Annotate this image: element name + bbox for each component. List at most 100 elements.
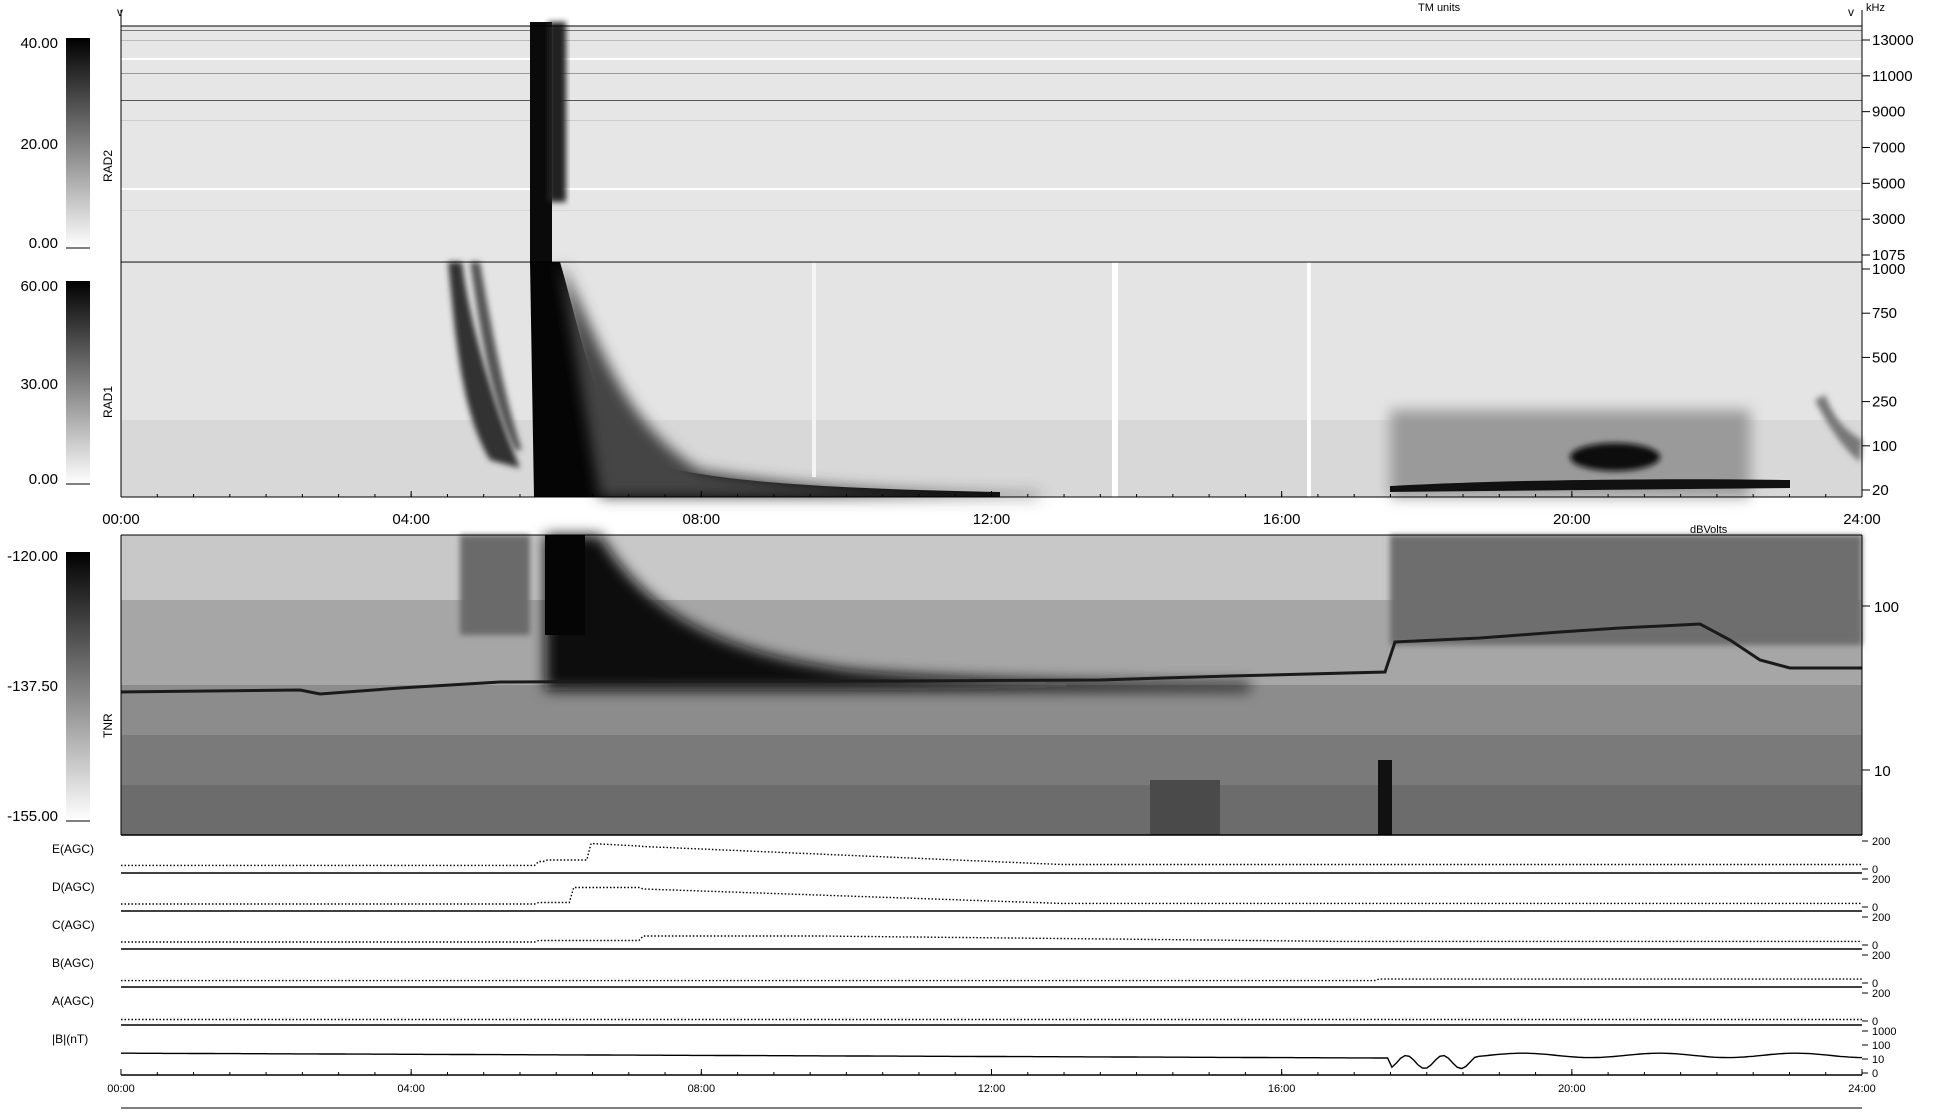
tnr-y-ticks: 100 10 (1862, 599, 1899, 780)
rad1-x-tick-label-4: 16:00 (1263, 511, 1301, 528)
tnr-main-burst (545, 535, 1250, 690)
rad2-burst-tail (548, 22, 566, 202)
strip-3-series (121, 978, 1862, 982)
rad2-panel: RAD2 13000 11000 9000 7000 5000 3000 1075 40.0… (20, 10, 1914, 264)
left-v-label: v (117, 5, 123, 19)
rad1-tick-label-3: 250 (1872, 394, 1897, 411)
rad1-cbar-max: 60.00 (20, 278, 58, 295)
rad1-tick-label-5: 20 (1872, 482, 1889, 499)
rad1-x-tick-label-5: 20:00 (1553, 511, 1591, 528)
rad2-tick-label-0: 13000 (1872, 32, 1914, 49)
strip-1-label: D(AGC) (52, 880, 95, 894)
rad1-type3-bursts (448, 262, 1040, 497)
strip-5-label: |B|(nT) (52, 1032, 88, 1046)
tm-units-label: TM units (1418, 2, 1461, 14)
strip-4-tick-0: 200 (1872, 988, 1890, 1000)
strip-x-tick-label-6: 24:00 (1848, 1083, 1876, 1095)
strip-5-tick-1: 100 (1872, 1040, 1890, 1052)
tnr-cbar-min: -155.00 (7, 808, 58, 825)
strip-0-tick-1: 0 (1872, 864, 1878, 876)
rad2-tick-label-6: 1075 (1872, 247, 1905, 264)
rad1-tick-label-4: 100 (1872, 438, 1897, 455)
tnr-tick-label-0: 100 (1874, 599, 1899, 616)
rad1-tick-label-0: 1000 (1872, 261, 1905, 278)
strip-x-tick-label-0: 00:00 (107, 1083, 135, 1095)
rad1-cbar-min: 0.00 (29, 471, 58, 488)
strip-2-label: C(AGC) (52, 918, 95, 932)
strip-0-tick-0: 200 (1872, 836, 1890, 848)
rad1-x-ticks: 00:00 04:00 08:00 12:00 16:00 20:00 24:00 (102, 491, 1881, 528)
rad1-late-activity (1390, 395, 1862, 497)
rad2-horizontal-striations (121, 30, 1862, 211)
rad2-cbar-max: 40.00 (20, 35, 58, 52)
rad1-x-tick-label-3: 12:00 (973, 511, 1011, 528)
rad1-precursor-burst (448, 262, 520, 468)
tnr-cbar-mid: -137.50 (7, 678, 58, 695)
rad1-main-burst (530, 262, 1000, 497)
rad1-y-ticks: 1000 750 500 250 100 20 (1862, 261, 1905, 499)
rad1-right-edge-burst (1815, 395, 1862, 462)
rad1-colorbar (66, 281, 90, 484)
rad2-cbar-mid: 20.00 (20, 136, 58, 153)
rad2-stripe-6 (121, 188, 1862, 190)
rad2-burst-core (530, 22, 552, 262)
strip-1-tick-0: 200 (1872, 874, 1890, 886)
rad2-stripe-4 (121, 100, 1862, 101)
rad2-stripe-3 (121, 73, 1862, 74)
rad2-stripe-1 (121, 40, 1862, 41)
strip-5-series (121, 1052, 1863, 1070)
rad2-tick-label-4: 5000 (1872, 175, 1905, 192)
rad1-tick-label-2: 500 (1872, 349, 1897, 366)
rad2-background (121, 26, 1862, 261)
rad2-y-ticks: 13000 11000 9000 7000 5000 3000 1075 (1862, 32, 1914, 264)
rad1-cbar-mid: 30.00 (20, 376, 58, 393)
strip-x-ticks: 00:00 04:00 08:00 12:00 16:00 20:00 24:00 (107, 1069, 1876, 1095)
tnr-lower-band-2 (121, 785, 1862, 835)
tnr-dark-patch (1150, 780, 1220, 835)
strip-3-label: B(AGC) (52, 956, 94, 970)
tnr-cbar-max: -120.00 (7, 548, 58, 565)
tnr-plasma-line (120, 622, 1862, 696)
rad1-precursor-burst-2 (470, 262, 522, 450)
strip-1-tick-1: 0 (1872, 902, 1878, 914)
rad2-tick-label-3: 7000 (1872, 140, 1905, 157)
strip-x-tick-label-3: 12:00 (978, 1083, 1006, 1095)
tnr-tick-label-1: 10 (1874, 763, 1891, 780)
rad2-stripe-0 (121, 30, 1862, 31)
rad1-x-tick-label-2: 08:00 (683, 511, 721, 528)
rad2-ylabel: RAD2 (101, 150, 115, 182)
tnr-panel: TNR 100 10 -120.00 -137.50 -155.00 (7, 534, 1899, 835)
rad1-panel: RAD1 1000 750 500 250 100 20 00:00 04:00 08:00 1… (20, 261, 1905, 528)
strip-x-tick-label-4: 16:00 (1268, 1083, 1296, 1095)
rad2-stripe-2 (121, 58, 1862, 60)
rad1-x-tick-label-0: 00:00 (102, 511, 140, 528)
rad1-data-gap-2 (1112, 262, 1118, 497)
strip-5-tick-2: 10 (1872, 1054, 1884, 1066)
tnr-early-block (460, 535, 530, 635)
rad1-main-burst-halo (560, 262, 1040, 497)
strip-x-tick-label-5: 20:00 (1558, 1083, 1586, 1095)
rad2-stripe-7 (121, 210, 1862, 211)
tnr-burst-core (545, 535, 585, 635)
strip-5-tick-0: 1000 (1872, 1026, 1896, 1038)
strip-2-tick-1: 0 (1872, 940, 1878, 952)
right-v-label: v (1848, 5, 1854, 19)
rad2-colorbar (66, 38, 90, 248)
strip-2-tick-0: 200 (1872, 912, 1890, 924)
rad2-tick-label-2: 9000 (1872, 104, 1905, 121)
strip-4-label: A(AGC) (52, 994, 94, 1008)
tnr-late-dark-column (1378, 760, 1392, 835)
strip-1-series (121, 886, 1862, 905)
strip-x-tick-label-2: 08:00 (688, 1083, 716, 1095)
tnr-colorbar (66, 552, 90, 821)
tnr-ylabel: TNR (101, 713, 115, 738)
strip-5-tick-3: 0 (1872, 1068, 1878, 1080)
rad1-low-freq-trace (1390, 479, 1790, 492)
rad1-storm-blob (1570, 443, 1660, 471)
rad1-data-gap-3 (1307, 262, 1311, 497)
strip-0-label: E(AGC) (52, 842, 94, 856)
khz-label: kHz (1866, 2, 1885, 14)
rad2-tick-label-5: 3000 (1872, 211, 1905, 228)
rad2-stripe-5 (121, 120, 1862, 121)
